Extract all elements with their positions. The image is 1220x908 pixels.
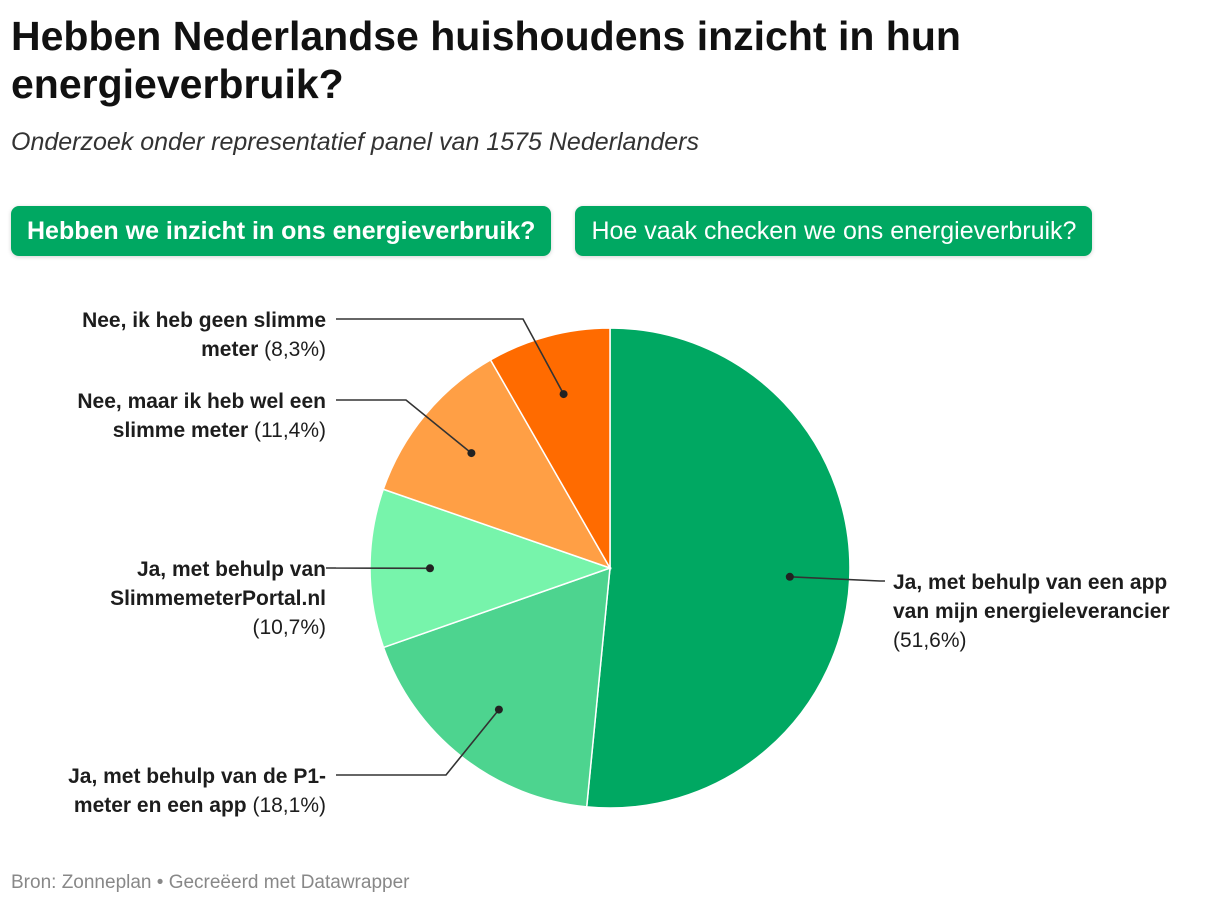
callout-line-3 xyxy=(336,399,472,454)
slice-label-line: Nee, maar ik heb wel een xyxy=(77,390,326,413)
slice-label-1: Ja, met behulp van de P1- meter en een ap… xyxy=(68,765,326,817)
chart-title: Hebben Nederlandse huishoudens inzicht i… xyxy=(11,13,961,107)
pie-slice-0 xyxy=(585,327,851,809)
chart-tabs: Hebben we inzicht in ons energieverbruik… xyxy=(11,206,1093,256)
pie-chart: Ja, met behulp van een app van mijn energ… xyxy=(68,309,1170,817)
slice-pct: (51,6%) xyxy=(893,629,967,652)
slice-label-line: meter xyxy=(201,338,258,361)
slice-label-4: Nee, ik heb geen slimme meter (8,3%) xyxy=(82,309,326,361)
pie-labels: Ja, met behulp van een app van mijn energ… xyxy=(68,309,1170,817)
tab-inzicht[interactable]: Hebben we inzicht in ons energieverbruik… xyxy=(11,206,552,256)
slice-label-0: Ja, met behulp van een app van mijn energ… xyxy=(893,571,1170,652)
slice-label-line: Ja, met behulp van de P1- xyxy=(68,765,326,788)
slice-pct: (8,3%) xyxy=(258,338,326,361)
callout-dot-1 xyxy=(494,705,503,714)
slice-label-2: Ja, met behulp van SlimmemeterPortal.nl (1… xyxy=(110,558,326,639)
chart-source: Bron: Zonneplan • Gecreëerd met Datawrap… xyxy=(11,872,410,893)
callout-line-1 xyxy=(336,709,500,776)
slice-label-line: meter en een app xyxy=(74,794,247,817)
callout-line-4 xyxy=(336,318,565,395)
slice-label-line: Ja, met behulp van xyxy=(137,558,326,581)
callout-dot-4 xyxy=(559,390,568,399)
tab-hoe-vaak[interactable]: Hoe vaak checken we ons energieverbruik? xyxy=(575,206,1093,256)
slice-label-line: Ja, met behulp van een app xyxy=(893,571,1167,594)
chart-subtitle: Onderzoek onder representatief panel van… xyxy=(11,128,699,156)
callout-dot-2 xyxy=(426,564,434,573)
pie-slices xyxy=(369,327,851,809)
slice-label-line: SlimmemeterPortal.nl xyxy=(110,587,326,610)
callout-dot-0 xyxy=(785,572,794,581)
slice-pct: (11,4%) xyxy=(248,419,326,442)
slice-pct: (18,1%) xyxy=(247,794,326,817)
slice-label-line: Nee, ik heb geen slimme xyxy=(82,309,326,332)
slice-label-line: van mijn energieleverancier xyxy=(893,600,1170,623)
slice-pct: (10,7%) xyxy=(252,616,326,639)
pie-slice-4 xyxy=(489,327,611,571)
pie-callouts xyxy=(325,318,885,776)
slice-label-3: Nee, maar ik heb wel een slimme meter (11… xyxy=(77,390,326,442)
callout-line-0 xyxy=(789,576,885,582)
slice-label-line: slimme meter xyxy=(113,419,248,442)
callout-dot-3 xyxy=(467,449,476,458)
